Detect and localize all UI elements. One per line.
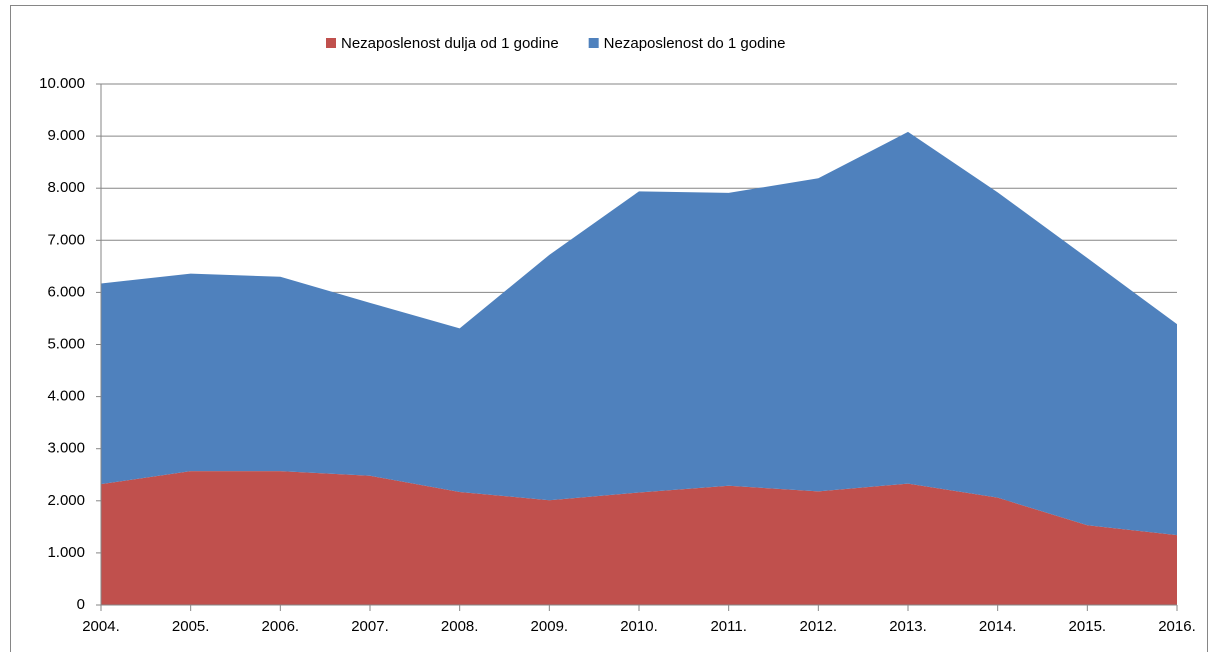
x-tick-label: 2009. [531,618,569,635]
area [101,131,1177,536]
y-tick-label: 6.000 [47,283,85,300]
x-tick-label: 2006. [262,618,300,635]
legend-label: Nezaposlenost dulja od 1 godine [341,35,559,52]
y-tick-label: 7.000 [47,231,85,248]
y-tick-label: 0 [77,596,85,613]
x-tick-label: 2004. [82,618,120,635]
x-tick-label: 2007. [351,618,389,635]
y-tick-label: 4.000 [47,388,85,405]
y-tick-label: 2.000 [47,492,85,509]
y-tick-label: 3.000 [47,440,85,457]
x-tick-label: 2015. [1069,618,1107,635]
x-tick-label: 2012. [800,618,838,635]
y-tick-label: 1.000 [47,544,85,561]
x-tick-label: 2013. [889,618,927,635]
area [101,471,1177,605]
x-tick-label: 2008. [441,618,479,635]
x-tick-label: 2010. [620,618,658,635]
x-tick-label: 2005. [172,618,210,635]
y-tick-label: 10.000 [39,75,85,92]
y-tick-label: 5.000 [47,335,85,352]
legend-swatch [326,38,336,48]
x-tick-label: 2014. [979,618,1017,635]
x-tick-label: 2016. [1158,618,1196,635]
y-tick-label: 9.000 [47,127,85,144]
y-tick-label: 8.000 [47,179,85,196]
x-tick-label: 2011. [710,618,746,635]
legend-swatch [588,38,599,48]
legend-label: Nezaposlenost do 1 godine [604,35,786,52]
